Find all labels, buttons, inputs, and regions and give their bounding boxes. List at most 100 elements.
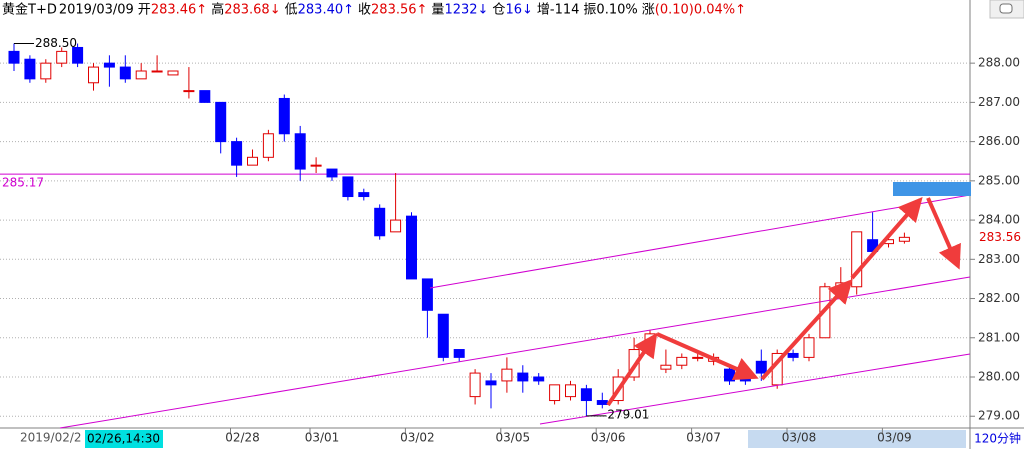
last-price-label: 283.56 [979,230,1021,244]
candle-body [724,368,735,382]
candle-body [517,372,529,382]
candle-body [390,219,402,233]
candle-body [199,90,211,103]
candle-body [167,70,179,76]
field-value: 1232↓ [444,3,488,18]
cursor-label: 02/26,14:30 [87,432,160,446]
last-price-box [972,229,1024,246]
candle-body [803,337,815,358]
trend-line [59,276,971,429]
field-label: 收 [358,3,371,18]
labels: 279.00 280.00 281.00 282.00 283.00 284.00 285.… [2,36,1024,448]
candle-body [262,133,274,158]
candle-body [342,176,354,198]
field-value: 283.56↑ [371,3,427,18]
candle-body [485,380,497,386]
target-box [893,182,971,196]
candle-body [580,388,592,402]
field-value: 0.10% [596,3,637,18]
candle-body [358,192,370,198]
y-tick-label: 283.00 [978,252,1020,266]
max-label: 288.50 [35,36,77,50]
cursor-box [85,430,163,448]
candle-body [326,168,338,178]
y-tick-label: 285.00 [978,173,1020,187]
candle-body [294,133,306,170]
candle-body [692,356,704,359]
field-label: 量 [431,3,444,18]
field-label: 高 [211,2,224,18]
candle-body [119,66,131,80]
candle-body [183,90,195,93]
x-tick-label: 03/08 [782,431,817,445]
x-tick-label: 03/02 [400,431,435,445]
field-label: 仓 [492,3,505,18]
candle-body [88,66,99,84]
candle-body [103,62,115,68]
field-value: (0.10)0.04%↑ [655,3,746,18]
candle-body [247,156,258,166]
arrow [926,197,961,270]
field-label: 开 [138,3,151,18]
candle-body [437,313,449,358]
candle-body [421,278,433,311]
candle-body [469,372,481,398]
field-value: -114 [550,3,580,18]
candle-body [406,215,417,280]
arrow [760,279,853,381]
candle-body [40,62,52,80]
candle-body [565,384,576,398]
x-tick-label: 03/06 [591,431,626,445]
candle-body [231,141,243,166]
candle-body [151,70,163,73]
candle-body [660,364,672,370]
x-tick-label: 03/05 [496,431,531,445]
candle-body [135,70,147,80]
candle-body [278,97,290,135]
field-value: 283.46↑ [151,3,207,18]
candle-body [501,368,513,382]
candle-body [851,231,863,288]
candle-body [533,376,545,382]
candle-body [215,101,227,143]
x-highlight [748,430,966,448]
y-tick-label: 286.00 [978,134,1020,148]
y-tick-label: 281.00 [978,330,1020,344]
y-tick-label: 287.00 [978,95,1020,109]
x-tick-label: 03/07 [686,431,721,445]
arrow [656,332,759,380]
arrows [606,196,961,407]
candle-body [676,356,688,366]
trend-line [429,194,971,289]
y-tick-label: 288.00 [978,56,1020,70]
corner-icon[interactable] [999,3,1013,14]
candle-body [755,360,767,374]
candle-body [56,50,68,64]
min-label: 279.01 [607,407,649,421]
candle-body [787,352,799,358]
candle-body [549,384,561,402]
field-label: 低 [285,3,298,18]
arrow [606,332,658,407]
field-value: 16↓ [505,3,532,18]
candle-body [8,50,20,64]
h-line-label: 285.17 [2,176,44,190]
field-label: 振 [583,3,596,18]
x-start-label: 2019/02/2 [20,431,82,445]
y-tick-label: 280.00 [978,370,1020,384]
x-tick-label: 02/28 [225,431,260,445]
field-label: 涨 [642,3,655,18]
candle-body [374,207,386,237]
header-title: 黄金T+D [2,2,57,18]
candle-body [72,46,84,64]
field-value: 283.40↑ [298,3,354,18]
header-date: 2019/03/09 [59,3,134,18]
field-value: 283.68↓ [224,3,280,18]
arrow [850,196,923,280]
candle-body [453,349,465,358]
period-label: 120分钟 [974,431,1021,446]
header: 黄金T+D 2019/03/09 开 283.46↑ 高 283.68↓ 低 283.40↑ 收… [2,2,746,18]
